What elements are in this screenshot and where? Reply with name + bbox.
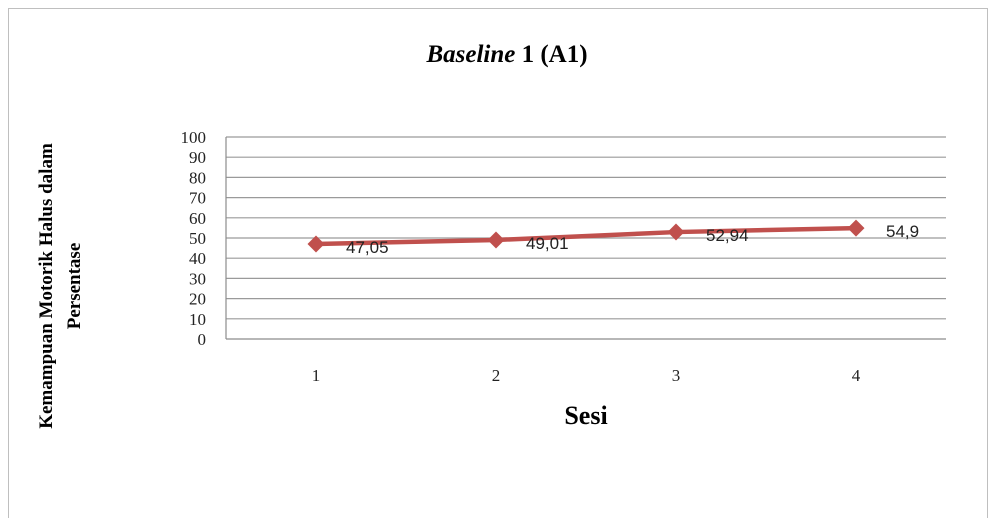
y-tick-label: 20 [189,290,206,309]
y-tick-label: 10 [189,310,206,329]
chart-frame [8,8,988,518]
chart-title-rest: 1 (A1) [515,41,587,68]
x-tick-label: 1 [312,366,321,385]
y-tick-label: 100 [181,128,207,147]
y-tick-label: 80 [189,168,206,187]
data-label: 49,01 [526,234,569,253]
data-point-marker [487,231,505,249]
data-point-marker [667,223,685,241]
y-axis-label-line2: Persentase [64,243,85,330]
y-tick-label: 50 [189,229,206,248]
y-tick-label: 40 [189,249,206,268]
data-label: 47,05 [346,238,389,257]
data-label: 54,9 [886,222,919,241]
y-tick-label: 70 [189,189,206,208]
y-tick-label: 0 [198,330,207,349]
y-tick-label: 30 [189,269,206,288]
x-tick-label: 3 [672,366,681,385]
y-axis-label-line1: Kemampuan Motorik Halus dalam [36,143,57,429]
y-tick-label: 60 [189,209,206,228]
x-tick-label: 4 [852,366,861,385]
data-point-marker [847,219,865,237]
x-tick-label: 2 [492,366,501,385]
chart-title: Baseline 1 (A1) [425,41,587,68]
data-label: 52,94 [706,226,749,245]
x-axis-label: Sesi [564,401,607,430]
chart-title-italic: Baseline [425,41,515,68]
series-line [315,225,857,247]
y-tick-label: 90 [189,148,206,167]
data-point-marker [307,235,325,253]
